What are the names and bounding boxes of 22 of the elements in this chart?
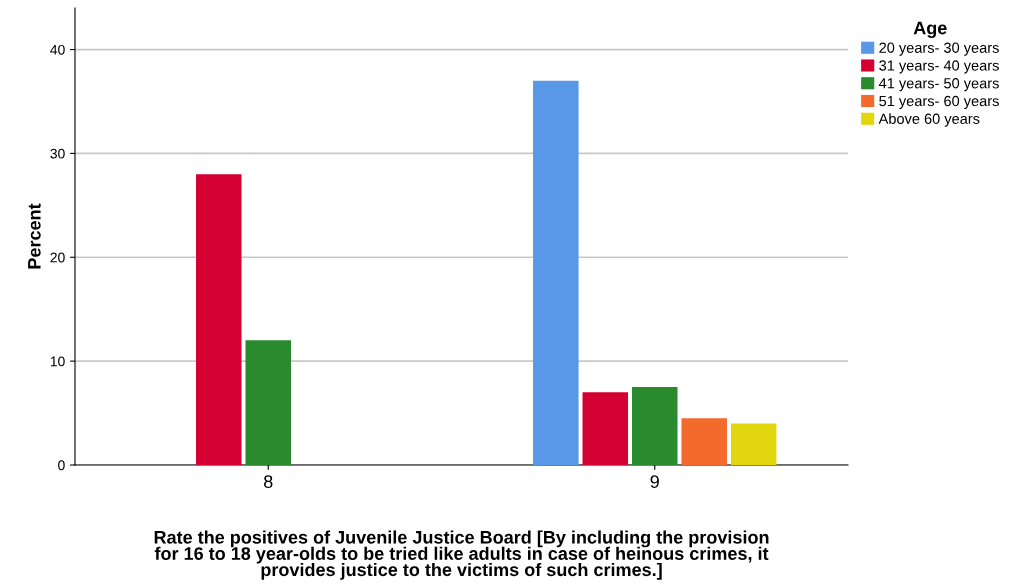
y-tick-label: 30 <box>50 148 65 159</box>
y-tick-label: 40 <box>50 44 65 55</box>
bar <box>582 392 629 465</box>
y-tick-label: 0 <box>58 460 65 471</box>
legend-label: 20 years- 30 years <box>879 42 999 56</box>
bar <box>245 340 292 465</box>
bar <box>196 174 242 465</box>
legend-title: Age <box>913 21 947 39</box>
x-axis-title: Rate the positives of Juvenile Justice Board [By including the provision for 16 to 18 year-olds to be tried like adults in case of heinous crimes, it provides justice to the victims of such crimes.] <box>154 530 769 580</box>
legend-label: 31 years- 40 years <box>879 60 999 74</box>
legend-label: 51 years- 60 years <box>879 95 999 110</box>
bar <box>730 423 777 465</box>
legend-label: Above 60 years <box>878 113 980 127</box>
y-axis-title: Percent <box>28 203 41 269</box>
bar <box>681 418 727 465</box>
y-tick-label: 10 <box>50 356 65 367</box>
bar <box>533 80 579 465</box>
y-tick-label: 20 <box>50 252 65 263</box>
x-tick-label: 8 <box>264 475 273 488</box>
legend-label: 41 years- 50 years <box>878 78 999 92</box>
x-tick-label: 9 <box>650 475 659 488</box>
bar <box>631 387 678 465</box>
